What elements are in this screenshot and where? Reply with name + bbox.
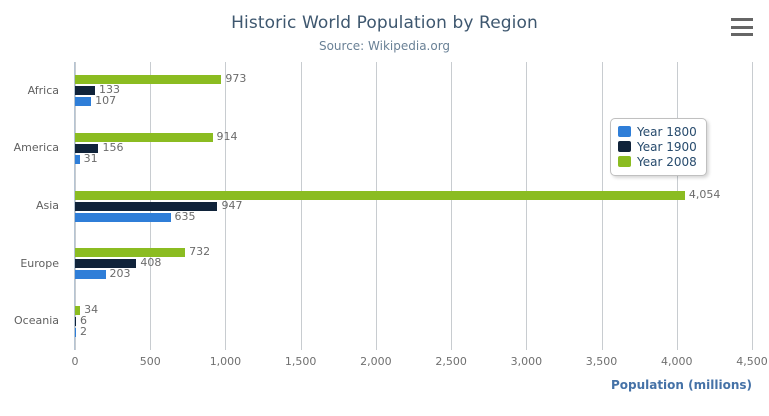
legend-item-year-2008[interactable]: Year 2008 xyxy=(618,154,697,169)
bar-value-label: 6 xyxy=(80,313,87,327)
menu-bar-1 xyxy=(731,18,753,21)
chart-title: Historic World Population by Region xyxy=(231,13,538,33)
bar[interactable] xyxy=(75,201,218,211)
gridline xyxy=(526,62,528,350)
x-tick-label: 0 xyxy=(71,355,79,368)
x-tick-label: 4,500 xyxy=(736,355,768,368)
x-tick-label: 2,500 xyxy=(435,355,467,368)
x-tick-label: 3,500 xyxy=(585,355,618,368)
bar-value-label: 732 xyxy=(189,245,211,259)
hamburger-menu-icon[interactable] xyxy=(731,18,753,36)
bar-value-label: 2 xyxy=(80,324,87,338)
x-tick-label: 3,000 xyxy=(510,355,543,368)
x-tick-label: 2,000 xyxy=(360,355,392,368)
bar-group: 732 408 203 xyxy=(75,245,752,281)
bar[interactable] xyxy=(75,212,171,222)
gridline xyxy=(601,62,603,350)
bar-value-label: 408 xyxy=(140,256,162,270)
category-label-europe: Europe xyxy=(20,256,59,270)
legend-label: Year 2008 xyxy=(637,154,697,169)
chart-legend: Year 1800 Year 1900 Year 2008 xyxy=(610,118,707,176)
category-label-africa: Africa xyxy=(27,83,59,97)
bar[interactable] xyxy=(75,75,222,85)
bar-value-label: 107 xyxy=(95,94,117,108)
bar[interactable] xyxy=(75,316,76,326)
menu-bar-3 xyxy=(731,33,753,36)
gridline xyxy=(375,62,377,350)
bar[interactable] xyxy=(75,270,106,280)
bar-value-label: 203 xyxy=(109,267,131,281)
bar[interactable] xyxy=(75,327,76,337)
gridline xyxy=(225,62,227,350)
bar-value-label: 34 xyxy=(84,302,99,316)
bar-value-label: 156 xyxy=(102,140,124,154)
bar-group: 4,054 947 635 xyxy=(75,187,752,224)
bar-row: 34 xyxy=(75,302,752,316)
x-tick-label: 1,000 xyxy=(209,355,242,368)
category-label-america: America xyxy=(13,141,59,155)
legend-label: Year 1900 xyxy=(637,139,697,154)
legend-swatch xyxy=(618,156,631,167)
bar[interactable] xyxy=(75,190,685,200)
legend-item-year-1800[interactable]: Year 1800 xyxy=(618,124,697,139)
bar-value-label: 133 xyxy=(99,83,120,97)
bar[interactable] xyxy=(75,154,80,164)
menu-bar-2 xyxy=(731,25,753,29)
category-axis-labels: Africa America Asia Europe Oceania xyxy=(0,62,67,350)
bar-row: 6 xyxy=(75,313,752,327)
x-axis-tick-labels: 0 500 1,000 1,500 2,000 2,500 3,000 3,500 4,000 4… xyxy=(0,355,769,375)
category-label-asia: Asia xyxy=(35,199,59,212)
legend-swatch xyxy=(618,126,631,137)
bar[interactable] xyxy=(75,259,137,269)
bar-value-label: 635 xyxy=(174,209,196,223)
bar-group: 34 6 2 xyxy=(75,302,752,339)
bar-row: 732 xyxy=(75,245,752,259)
bar-row: 107 xyxy=(75,94,752,108)
chart-subtitle: Source: Wikipedia.org xyxy=(318,39,451,53)
plot-area: 973 133 107 914 156 31 4,054 947 635 732 408 203 34 6… xyxy=(75,62,753,350)
category-label-oceania: Oceania xyxy=(14,314,59,328)
bar-row: 156 xyxy=(75,140,752,154)
x-tick-label: 1,500 xyxy=(284,355,317,368)
bar-value-label: 914 xyxy=(216,129,238,143)
bar[interactable] xyxy=(75,143,99,153)
legend-label: Year 1800 xyxy=(637,124,697,139)
bar-row: 4,054 xyxy=(75,187,752,201)
bar-row: 947 xyxy=(75,198,752,212)
bar-row: 133 xyxy=(75,83,752,97)
bar-row: 31 xyxy=(75,151,752,165)
bar-group: 914 156 31 xyxy=(75,129,752,166)
legend-item-year-1900[interactable]: Year 1900 xyxy=(618,139,697,154)
bar[interactable] xyxy=(75,248,186,258)
x-tick-label: 4,000 xyxy=(661,355,693,368)
x-tick-label: 500 xyxy=(139,355,161,368)
bar-row: 973 xyxy=(75,72,752,86)
gridline xyxy=(676,62,678,350)
bar-value-label: 4,054 xyxy=(688,187,721,201)
bar-value-label: 947 xyxy=(221,198,243,212)
gridline xyxy=(752,62,753,350)
bar-row: 203 xyxy=(75,267,752,281)
gridline xyxy=(451,62,453,350)
bar-value-label: 973 xyxy=(225,72,247,86)
bar-value-label: 31 xyxy=(83,151,98,165)
legend-swatch xyxy=(618,141,631,152)
bar[interactable] xyxy=(75,86,95,96)
y-axis-line xyxy=(74,62,75,350)
bar-row: 2 xyxy=(75,324,752,338)
bar-row: 408 xyxy=(75,256,752,270)
x-axis-title: Population (millions) xyxy=(610,378,752,392)
bar[interactable] xyxy=(75,97,92,107)
bar-row: 914 xyxy=(75,129,752,143)
gridline xyxy=(300,62,302,350)
bar[interactable] xyxy=(75,132,213,142)
bar[interactable] xyxy=(75,305,81,315)
bar-group: 973 133 107 xyxy=(75,72,752,108)
bar-row: 635 xyxy=(75,209,752,223)
